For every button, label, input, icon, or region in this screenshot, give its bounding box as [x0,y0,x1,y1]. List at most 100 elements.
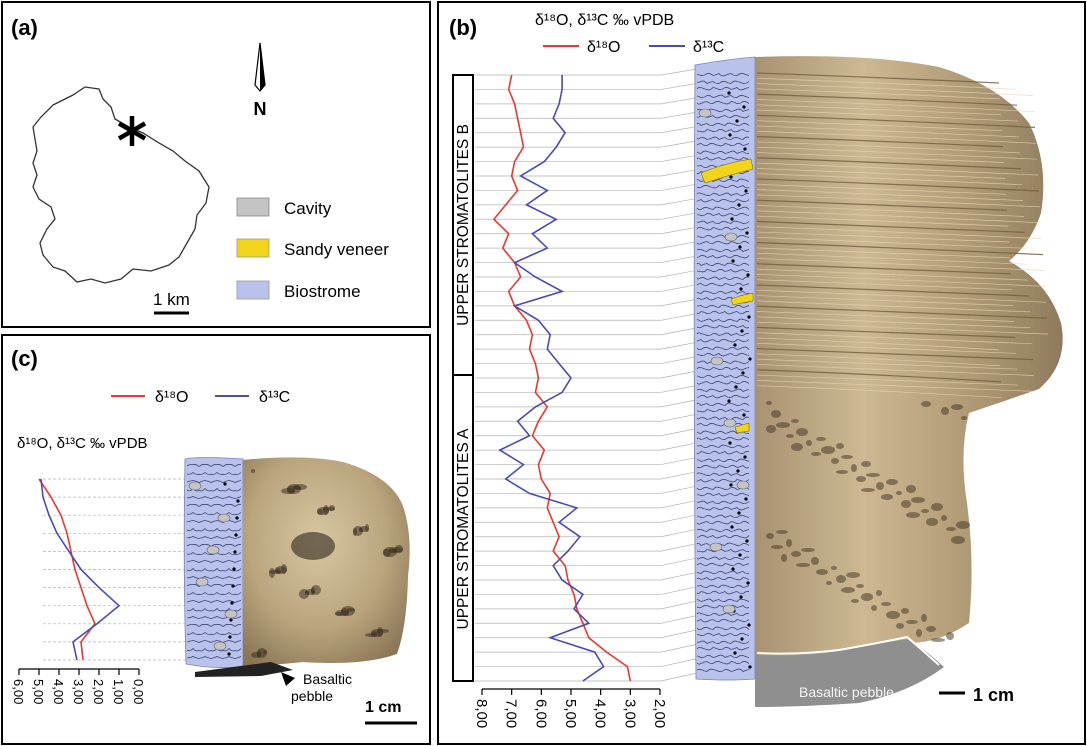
rock-pore [836,470,848,474]
correlation-line [475,643,698,653]
lamination [696,528,750,532]
rock-lamina [756,162,1039,176]
lamination [696,129,750,133]
lamination [696,465,750,469]
rock-pore [861,461,871,467]
rock-lamina [756,141,1021,154]
lamination [696,269,750,273]
lamination [696,619,750,623]
tick-label: 3,00 [71,679,86,704]
lamination [696,437,750,441]
rock-pore [926,626,936,632]
sample-point [235,516,239,520]
lamination [696,101,750,105]
lamination [696,227,750,231]
rock-pore [921,614,927,622]
rock-lamina [756,364,1035,376]
tick-label: 4,00 [51,679,66,704]
series-d18O-line [492,74,632,682]
lamination [696,346,750,350]
tick-label: 5,00 [31,679,46,704]
c-legend-o: δ¹⁸O [155,389,188,406]
lamination [186,647,242,652]
rock-pore [329,505,335,511]
correlation-line [475,514,698,523]
rock-pore [851,599,859,603]
rock-pore [856,476,866,482]
b-scale-label: 1 cm [973,685,1014,705]
rock-lamina [756,321,1049,335]
lamination [696,220,750,224]
correlation-line [475,111,698,119]
lamination [186,584,242,588]
sample-point [231,584,235,588]
correlation-line [475,586,698,595]
lamination [696,318,750,322]
c-rock-photo [243,457,410,666]
rock-lamina [756,231,1010,243]
rock-lamina [756,77,1017,90]
lamination [696,87,750,91]
c-series-group [38,478,121,661]
cavity [224,609,238,619]
sample-point [735,119,739,123]
lamination [186,591,242,595]
rock-lamina [756,274,1046,287]
lamination [186,624,242,628]
lamination [696,612,750,616]
lamination [186,576,242,579]
rock-pore [801,548,815,552]
correlation-line [475,399,698,408]
rock-lamina [756,358,1018,370]
lamination [696,388,750,392]
correlation-line [475,500,698,509]
rock-lamina [756,326,1016,338]
sample-point [744,497,748,501]
panel-a: (a) N 1 km Cavity Sandy veneer Biostrome [1,1,431,328]
lamination [186,496,242,499]
rock-pore [906,620,918,624]
rock-lamina [756,157,1022,170]
sample-point [741,371,745,375]
lamination [696,290,750,294]
rock-lamina [756,146,1038,160]
lamination [696,563,750,567]
rock-lamina [756,348,1034,361]
rock-pore [876,590,882,596]
lamination [696,507,750,511]
lamination [696,248,750,252]
cavity [722,604,736,614]
lamination [696,374,750,378]
rock-lamina [756,337,1000,351]
lamination [696,367,750,371]
rock-pore [901,608,909,614]
lamination [186,480,242,483]
sample-point [227,652,231,656]
lamination [696,122,750,126]
c-sample-column [183,457,244,668]
rock-pore [921,401,931,407]
b-pebble-outline [755,639,944,707]
lamination [696,150,750,154]
correlation-line [475,212,698,220]
correlation-line [475,169,698,177]
lamination [696,332,750,336]
correlation-line [475,140,698,148]
lamination [186,560,242,563]
b-legend-o: δ¹⁸O [587,39,620,56]
rock-pore [251,469,255,473]
sample-point [748,357,752,361]
rock-pore [861,488,875,492]
rock-pore [906,512,920,518]
cavity [736,480,750,490]
lamination [186,600,242,603]
rock-pore [851,464,857,472]
lamination [696,199,750,203]
sample-point [730,217,734,221]
tick-label: 7,00 [503,699,520,728]
c-pebble-arrow-icon [281,672,295,686]
sample-point [738,245,742,249]
lamination [696,542,750,546]
rock-lamina [756,205,1025,217]
sample-point [740,329,744,333]
